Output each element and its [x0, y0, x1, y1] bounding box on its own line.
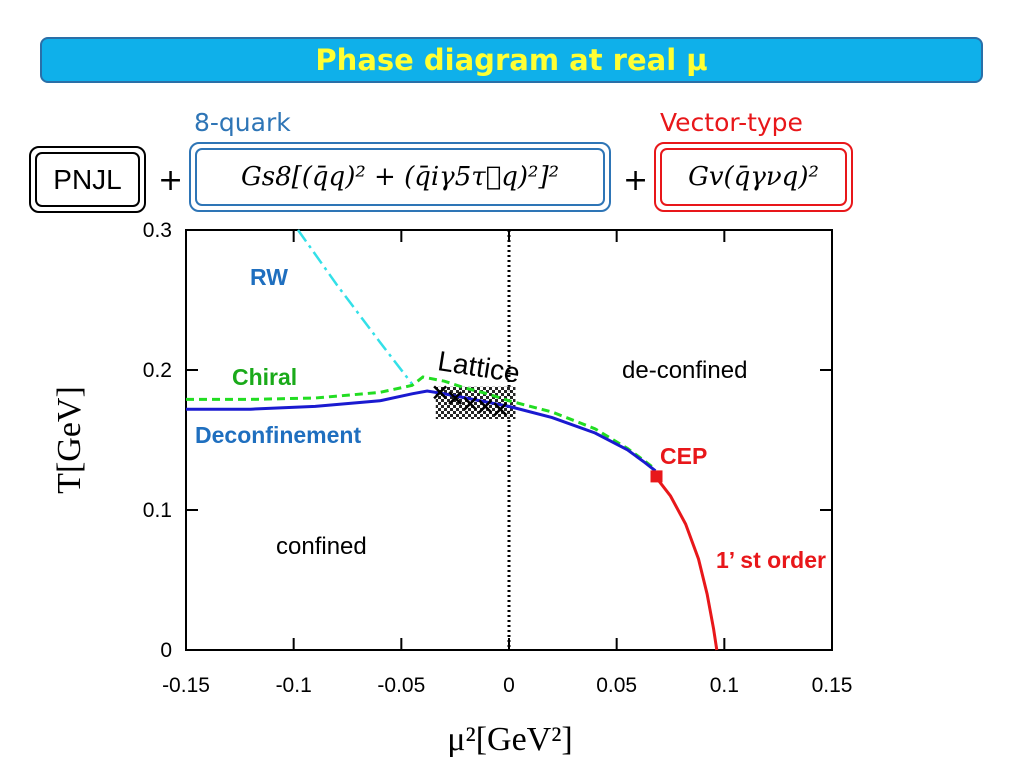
lattice-cross-b: [433, 385, 447, 400]
lattice-cross-b: [448, 391, 463, 405]
slide-title-bar: Phase diagram at real μ: [40, 37, 983, 83]
x-tick-label: -0.05: [377, 674, 425, 697]
cep-annotation: CEP: [660, 443, 707, 469]
lattice-point: [493, 402, 508, 417]
pnjl-label: PNJL: [53, 163, 122, 195]
x-tick-label: 0: [503, 674, 515, 697]
y-axis-title: T[GeV]: [51, 386, 88, 494]
eight-quark-box: Gs8[(q̄q)² + (q̄iγ5τ⃗q)²]²: [189, 142, 611, 212]
y-tick-label: 0.3: [143, 219, 172, 242]
eight-quark-label: 8-quark: [194, 108, 291, 137]
x-tick-label: 0.1: [710, 674, 739, 697]
x-tick-label: -0.1: [276, 674, 312, 697]
vector-type-formula: Gv(q̄γνq)²: [688, 162, 819, 192]
lattice-point: [433, 385, 447, 400]
y-tick-label: 0.1: [143, 499, 172, 522]
lattice-point: [463, 396, 478, 411]
slide-title: Phase diagram at real μ: [315, 43, 708, 77]
lattice-point: [478, 399, 493, 414]
vector-type-box: Gv(q̄γνq)²: [654, 142, 853, 212]
lattice-band: [435, 386, 516, 419]
rw-annotation: RW: [250, 264, 288, 290]
plus-sign-2: +: [623, 163, 649, 198]
chiral-line: [186, 375, 657, 471]
eight-quark-formula: Gs8[(q̄q)² + (q̄iγ5τ⃗q)²]²: [240, 162, 560, 192]
cep-marker: [650, 470, 663, 483]
y-tick-label: 0: [160, 639, 172, 662]
x-tick-label: 0.15: [812, 674, 853, 697]
plus-sign-1: +: [158, 163, 184, 198]
first-order-annotation: 1’ st order: [716, 547, 826, 573]
lattice-cross-b: [463, 396, 478, 411]
lattice-cross-b: [478, 399, 493, 414]
confined-region-label: confined: [276, 533, 367, 560]
x-axis-title: μ²[GeV²]: [447, 721, 572, 758]
y-tick-label: 0.2: [143, 359, 172, 382]
x-tick-label: 0.05: [596, 674, 637, 697]
lattice-point: [448, 391, 463, 405]
pnjl-box: PNJL: [29, 146, 146, 213]
x-tick-label: -0.15: [162, 674, 210, 697]
first-order-line: [654, 475, 719, 651]
deconfinement-annotation: Deconfinement: [195, 422, 361, 448]
rw-line: [296, 229, 414, 385]
chiral-annotation: Chiral: [232, 364, 297, 390]
lattice-cross-b: [493, 402, 508, 417]
vector-type-label: Vector-type: [660, 108, 803, 137]
deconfined-region-label: de-confined: [622, 357, 747, 384]
